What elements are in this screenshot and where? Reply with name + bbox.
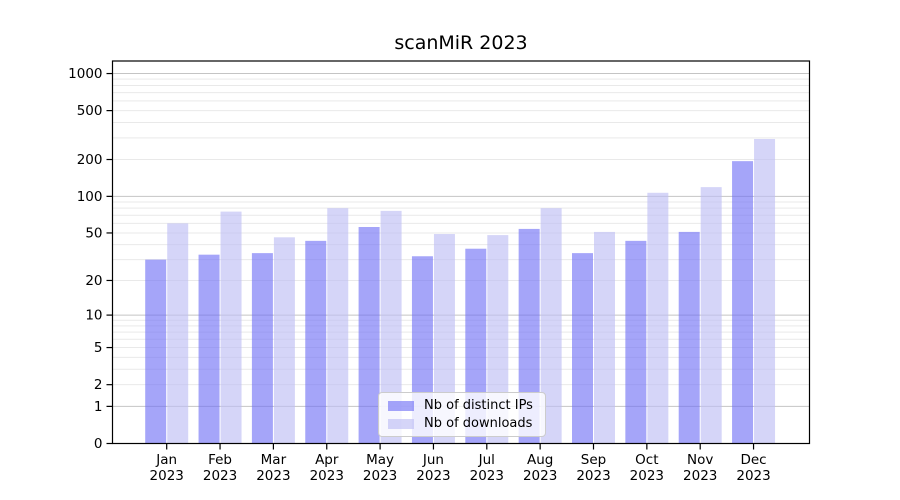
x-tick-label: Jan 2023 bbox=[150, 452, 184, 484]
bar-distinct-ips bbox=[145, 259, 167, 444]
y-tick-label: 200 bbox=[77, 152, 103, 168]
bar-downloads bbox=[540, 208, 562, 444]
bar-distinct-ips bbox=[358, 227, 380, 444]
x-tick-label: May 2023 bbox=[363, 452, 397, 484]
legend-swatch-ips-icon bbox=[388, 400, 414, 411]
bar-downloads bbox=[167, 223, 189, 444]
y-tick-label: 500 bbox=[77, 103, 103, 119]
x-tick-label: Sep 2023 bbox=[576, 452, 610, 484]
bar-distinct-ips bbox=[625, 240, 647, 444]
bar-downloads bbox=[754, 138, 776, 444]
plot-frame bbox=[111, 60, 811, 445]
bar-downloads bbox=[380, 210, 402, 444]
x-tick-label: Mar 2023 bbox=[256, 452, 290, 484]
bar-downloads bbox=[273, 237, 295, 444]
y-tick-label: 5 bbox=[94, 340, 103, 356]
bar-distinct-ips bbox=[572, 253, 593, 444]
bar-downloads bbox=[700, 187, 722, 444]
bar-distinct-ips bbox=[198, 254, 220, 444]
x-tick-label: Jun 2023 bbox=[416, 452, 450, 484]
x-tick-label: Aug 2023 bbox=[523, 452, 557, 484]
bar-downloads bbox=[327, 208, 349, 444]
bar-distinct-ips bbox=[251, 253, 273, 444]
bar-downloads bbox=[647, 192, 669, 444]
y-tick-label: 20 bbox=[85, 273, 102, 289]
y-tick-label: 1000 bbox=[68, 66, 102, 82]
legend-item-downloads: Nb of downloads bbox=[388, 417, 533, 430]
bar-distinct-ips bbox=[678, 231, 700, 444]
x-tick-label: Jul 2023 bbox=[470, 452, 504, 484]
y-tick-label: 100 bbox=[77, 189, 103, 205]
y-tick-label: 50 bbox=[85, 225, 102, 241]
legend-item-distinct-ips: Nb of distinct IPs bbox=[388, 399, 533, 412]
y-tick-label: 2 bbox=[94, 377, 103, 393]
bar-downloads bbox=[433, 234, 455, 444]
bar-downloads bbox=[220, 211, 242, 444]
x-tick-label: Oct 2023 bbox=[630, 452, 664, 484]
x-tick-label: Dec 2023 bbox=[736, 452, 770, 484]
bar-downloads bbox=[594, 231, 615, 444]
x-tick-label: Nov 2023 bbox=[683, 452, 717, 484]
legend-swatch-downloads-icon bbox=[388, 418, 414, 429]
y-tick-label: 1 bbox=[94, 399, 103, 415]
legend-label-ips: Nb of distinct IPs bbox=[424, 398, 533, 413]
legend: Nb of distinct IPs Nb of downloads bbox=[378, 392, 546, 437]
x-tick-label: Feb 2023 bbox=[203, 452, 237, 484]
y-tick-label: 10 bbox=[85, 308, 102, 324]
legend-label-downloads: Nb of downloads bbox=[424, 416, 533, 431]
chart-title: scanMiR 2023 bbox=[394, 32, 528, 54]
x-tick-label: Apr 2023 bbox=[310, 452, 344, 484]
bar-distinct-ips bbox=[305, 240, 327, 444]
bar-distinct-ips bbox=[732, 161, 754, 444]
bar-downloads bbox=[487, 235, 509, 444]
bar-distinct-ips bbox=[518, 228, 540, 444]
y-tick-label: 0 bbox=[94, 436, 103, 452]
